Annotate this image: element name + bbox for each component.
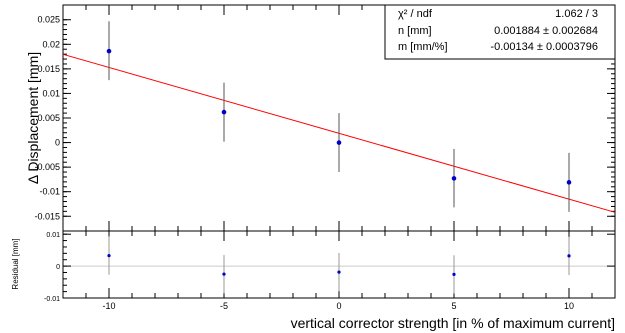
residual-y-tick-label: -0.01 [44,296,60,303]
residual-point-5 [567,254,571,258]
residual-point-4 [452,272,456,276]
main-y-tick-label: -0.005 [34,162,60,172]
main-y-axis-label: Δ Displacement [mm] [25,52,41,184]
stats-box-frame [384,4,616,60]
data-point-1 [106,48,112,54]
x-tick-label: 5 [451,301,456,311]
stats-row-1-label: χ² / ndf [398,8,433,20]
x-axis-label: vertical corrector strength [in % of max… [291,315,615,331]
residual-y-tick-label: 0 [56,264,60,271]
main-y-axis: -0.015 -0.01 -0.005 0 0.005 0.01 0.015 0.02 0.02… [34,15,615,221]
x-tick-label: 10 [564,301,574,311]
x-tick-label: -10 [102,301,115,311]
main-data-points [106,21,572,212]
data-point-3 [336,140,342,145]
residual-x-axis: -10 -5 0 5 10 [62,231,616,311]
x-tick-label: -5 [220,301,228,311]
main-y-tick-label: -0.01 [39,187,60,197]
main-y-tick-label: 0.01 [42,88,60,98]
main-y-tick-label: 0.005 [37,113,60,123]
stats-row-3-label: m [mm/%] [398,41,448,53]
x-tick-label: 0 [336,301,341,311]
residual-y-axis: -0.01 0 0.01 [44,232,615,303]
residual-point-1 [107,253,111,258]
residual-point-2 [222,272,226,276]
main-y-tick-label: 0 [55,138,60,148]
residual-panel: -0.01 0 0.01 -10 -5 0 5 10 Residual [mm] [11,230,616,311]
stats-row-2-label: n [mm] [398,25,432,37]
data-point-5 [566,180,572,185]
main-y-tick-label: 0.015 [37,64,60,74]
stats-row-3-value: -0.00134 ± 0.0003796 [490,41,598,53]
residual-data-points [107,236,571,294]
data-point-4 [451,176,457,181]
main-y-tick-label: 0.025 [37,15,60,25]
fit-stats-box: χ² / ndf 1.062 / 3 n [mm] 0.001884 ± 0.0… [384,4,616,60]
stats-row-1-value: 1.062 / 3 [555,8,598,20]
data-point-2 [221,109,227,115]
main-y-tick-label: 0.02 [42,39,60,49]
stats-row-2-value: 0.001884 ± 0.002684 [494,25,598,37]
residual-y-tick-label: 0.01 [46,232,60,239]
main-y-tick-label: -0.015 [34,211,60,221]
residual-y-axis-label: Residual [mm] [11,238,20,289]
residual-point-3 [337,270,341,274]
